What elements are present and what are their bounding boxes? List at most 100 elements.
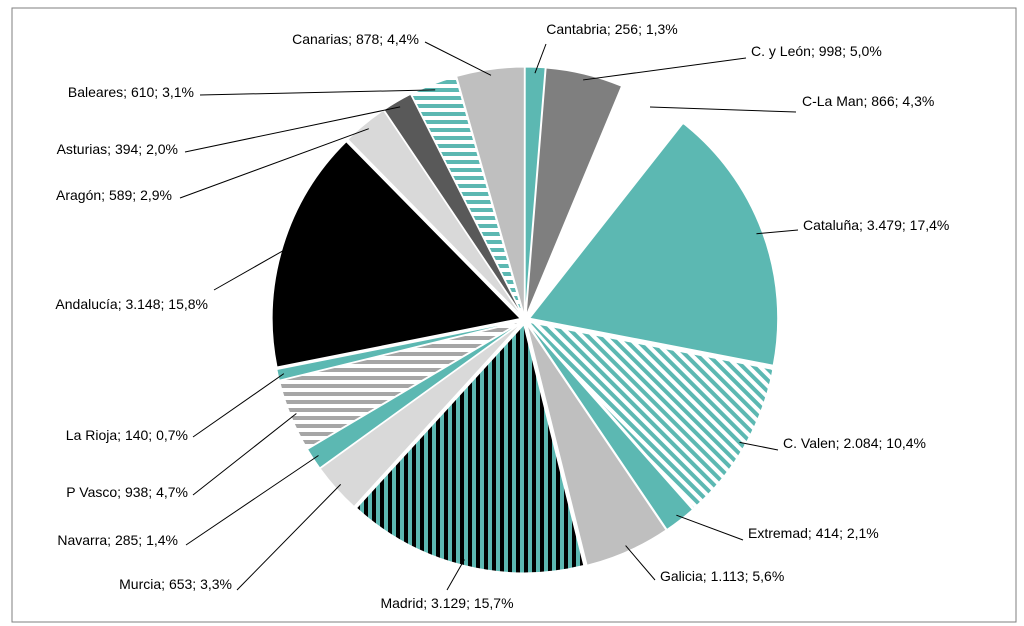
data-label: P Vasco; 938; 4,7%: [66, 484, 188, 500]
label-value: 285: [115, 532, 139, 548]
label-separator: ;: [466, 595, 474, 611]
leader-line: [192, 373, 285, 438]
data-label: Asturias; 394; 2,0%: [57, 141, 178, 157]
label-separator: ;: [902, 217, 910, 233]
data-label: Canarias; 878; 4,4%: [292, 31, 419, 47]
data-label: C-La Man; 866; 4,3%: [802, 93, 934, 109]
data-label: Andalucía; 3.148; 15,8%: [55, 296, 208, 312]
leader-line: [625, 545, 656, 581]
leader-line: [424, 41, 492, 76]
label-percent: 5,0%: [850, 43, 882, 59]
data-label: C. Valen; 2.084; 10,4%: [783, 435, 926, 451]
label-separator: ;: [703, 568, 711, 584]
label-value: 1.113: [711, 568, 745, 584]
data-label: La Rioja; 140; 0,7%: [66, 427, 188, 443]
label-value: 3.148: [125, 296, 160, 312]
data-label: Murcia; 653; 3,3%: [119, 576, 232, 592]
label-category: C. Valen: [783, 435, 836, 451]
label-separator: ;: [839, 525, 847, 541]
label-separator: ;: [811, 43, 819, 59]
label-percent: 5,6%: [752, 568, 784, 584]
pie-slice: [526, 324, 667, 566]
pie-slice: [527, 86, 682, 316]
label-percent: 4,3%: [902, 93, 934, 109]
data-label: C. y León; 998; 5,0%: [751, 43, 882, 59]
label-category: Madrid: [380, 595, 423, 611]
label-value: 256: [615, 21, 639, 37]
leader-line: [756, 229, 799, 235]
label-separator: ;: [161, 296, 169, 312]
leader-line: [185, 455, 319, 546]
leader-line: [184, 106, 401, 153]
label-percent: 15,8%: [168, 296, 208, 312]
label-category: Asturias: [57, 141, 108, 157]
data-label: Cantabria; 256; 1,3%: [546, 21, 678, 37]
label-category: Galicia: [660, 568, 703, 584]
label-separator: ;: [138, 532, 146, 548]
label-separator: ;: [808, 525, 816, 541]
pie-slice: [271, 141, 522, 368]
label-category: P Vasco: [66, 484, 117, 500]
pie-slice: [527, 323, 694, 531]
label-category: Murcia: [119, 576, 161, 592]
label-separator: ;: [107, 532, 115, 548]
label-separator: ;: [348, 31, 356, 47]
label-category: Cantabria: [546, 21, 607, 37]
label-separator: ;: [123, 84, 131, 100]
leader-line: [179, 128, 369, 199]
label-separator: ;: [423, 595, 431, 611]
pie-slice: [276, 320, 521, 381]
label-value: 394: [115, 141, 139, 157]
data-label: Aragón; 589; 2,9%: [56, 187, 172, 203]
label-percent: 4,4%: [387, 31, 419, 47]
label-value: 3.129: [431, 595, 466, 611]
pie-slice: [355, 323, 585, 574]
label-separator: ;: [895, 93, 903, 109]
data-label: Galicia; 1.113; 5,6%: [660, 568, 784, 584]
label-separator: ;: [879, 435, 887, 451]
label-value: 998: [819, 43, 843, 59]
label-value: 653: [169, 576, 193, 592]
pie-slice: [278, 321, 521, 450]
label-separator: ;: [117, 427, 125, 443]
leader-line: [199, 89, 436, 96]
label-separator: ;: [138, 141, 146, 157]
leader-line: [583, 57, 747, 81]
label-category: Extremad: [748, 525, 808, 541]
label-separator: ;: [192, 576, 200, 592]
label-separator: ;: [107, 141, 115, 157]
label-value: 938: [125, 484, 149, 500]
label-separator: ;: [379, 31, 387, 47]
label-value: 2.084: [843, 435, 878, 451]
label-percent: 0,7%: [156, 427, 188, 443]
label-category: Andalucía: [55, 296, 117, 312]
label-separator: ;: [101, 187, 109, 203]
label-separator: ;: [745, 568, 753, 584]
label-category: Aragón: [56, 187, 101, 203]
label-category: Cataluña: [803, 217, 859, 233]
label-value: 866: [871, 93, 895, 109]
pie-slice: [527, 321, 774, 509]
label-value: 140: [125, 427, 149, 443]
leader-line: [236, 484, 342, 591]
pie-slice: [456, 66, 525, 316]
label-value: 3.479: [867, 217, 902, 233]
label-percent: 10,4%: [886, 435, 926, 451]
label-value: 610: [131, 84, 155, 100]
leader-line: [446, 559, 465, 591]
label-separator: ;: [148, 427, 156, 443]
label-separator: ;: [859, 217, 867, 233]
label-separator: ;: [117, 484, 125, 500]
label-percent: 4,7%: [156, 484, 188, 500]
label-category: C-La Man: [802, 93, 863, 109]
label-category: La Rioja: [66, 427, 118, 443]
label-percent: 3,3%: [200, 576, 232, 592]
pie-slice: [528, 122, 779, 366]
leader-line: [213, 246, 290, 291]
pie-slice: [410, 76, 524, 316]
label-separator: ;: [148, 484, 156, 500]
label-percent: 2,9%: [140, 187, 172, 203]
label-separator: ;: [118, 296, 126, 312]
data-label: Madrid; 3.129; 15,7%: [380, 595, 513, 611]
